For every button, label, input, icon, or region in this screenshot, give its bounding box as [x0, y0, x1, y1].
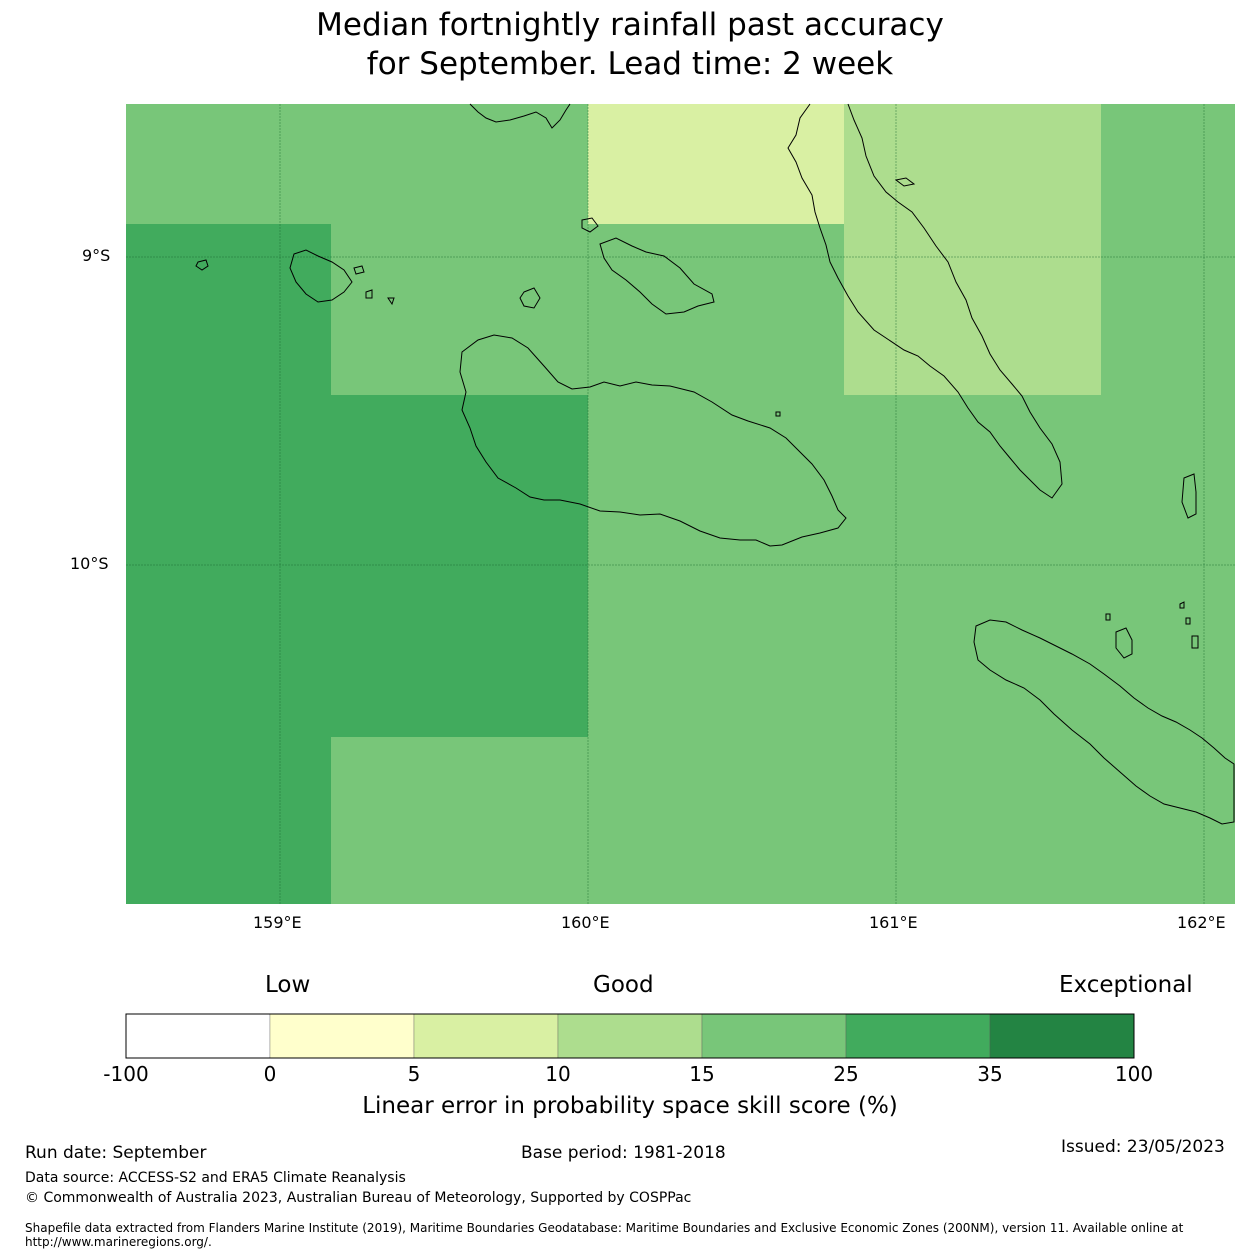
colorbar-tick-label: 25 — [833, 1062, 859, 1086]
coastline-islet — [353, 265, 365, 275]
grid-cell — [126, 104, 588, 224]
colorbar-tick-label: 10 — [545, 1062, 571, 1086]
coastline-russell — [289, 249, 353, 303]
coastline-isabel — [469, 103, 571, 129]
coastline-islet — [775, 411, 781, 417]
coastline-islet — [894, 177, 916, 187]
run-date: Run date: September — [25, 1143, 207, 1163]
colorbar-tick-label: -100 — [103, 1062, 149, 1086]
colorbar-heading-low: Low — [265, 972, 311, 998]
lon-label-159e: 159°E — [253, 913, 302, 932]
colorbar-tick-label: 5 — [407, 1062, 421, 1086]
colorbar-swatch — [413, 1013, 559, 1059]
coastline-islet — [195, 259, 209, 271]
grid-cell — [331, 224, 844, 395]
title-line-2: for September. Lead time: 2 week — [366, 46, 894, 82]
coastline-islet — [1105, 613, 1111, 621]
grid-cell — [331, 737, 1235, 904]
data-source: Data source: ACCESS-S2 and ERA5 Climate … — [25, 1170, 406, 1186]
coastline-makira — [973, 619, 1235, 825]
colorbar-swatch — [845, 1013, 991, 1059]
grid-cell — [844, 224, 1101, 395]
grid-cell — [126, 737, 331, 904]
colorbar-tick-label: 0 — [263, 1062, 277, 1086]
colorbar-swatch — [125, 1013, 271, 1059]
coastline-nggela — [599, 237, 715, 315]
grid-cell — [126, 395, 588, 737]
coastline-islet — [1179, 601, 1185, 609]
title-line-1: Median fortnightly rainfall past accurac… — [316, 7, 944, 43]
coastlines — [195, 103, 1235, 825]
grid-cell — [588, 395, 1235, 737]
coastline-islet — [387, 297, 395, 306]
coastline-islet — [581, 217, 599, 233]
grid-cell — [126, 224, 331, 395]
colorbar-swatch — [269, 1013, 415, 1059]
map-title: Median fortnightly rainfall past accurac… — [0, 6, 1260, 84]
colorbar-swatch — [557, 1013, 703, 1059]
issued-date: Issued: 23/05/2023 — [1061, 1137, 1225, 1157]
skill-grid — [126, 104, 1235, 904]
colorbar-tick-label: 35 — [977, 1062, 1003, 1086]
lon-label-161e: 161°E — [869, 913, 918, 932]
coastline-malaita — [787, 103, 1063, 499]
colorbar-swatch — [701, 1013, 847, 1059]
coastline-islet — [1185, 617, 1191, 625]
colorbar-heading-exceptional: Exceptional — [1059, 972, 1193, 998]
coastline-islet — [365, 289, 373, 299]
colorbar-tick-label: 100 — [1114, 1062, 1154, 1086]
grid-cell — [588, 104, 844, 224]
coastline-ulawa — [1115, 627, 1133, 659]
lat-label-9s: 9°S — [82, 246, 111, 265]
copyright: © Commonwealth of Australia 2023, Austra… — [25, 1190, 692, 1206]
coastline-islet — [1181, 473, 1197, 519]
coastline-guadalcanal — [459, 334, 847, 547]
base-period: Base period: 1981-2018 — [521, 1143, 726, 1163]
grid-cell — [1101, 224, 1235, 395]
colorbar-label: Linear error in probability space skill … — [362, 1093, 898, 1119]
lon-label-162e: 162°E — [1177, 913, 1226, 932]
colorbar-frame — [125, 1013, 1135, 1059]
graticule — [126, 104, 1235, 904]
colorbar-heading-good: Good — [593, 972, 654, 998]
colorbar-tick-label: 15 — [689, 1062, 715, 1086]
lat-label-10s: 10°S — [70, 554, 109, 573]
colorbar-swatch — [989, 1013, 1135, 1059]
coastline-islet — [1191, 635, 1199, 649]
grid-cell — [1101, 104, 1235, 224]
lon-label-160e: 160°E — [561, 913, 610, 932]
coastline-islet — [519, 287, 541, 309]
grid-cell — [844, 104, 1101, 224]
shapefile-credit: Shapefile data extracted from Flanders M… — [25, 1221, 1184, 1249]
